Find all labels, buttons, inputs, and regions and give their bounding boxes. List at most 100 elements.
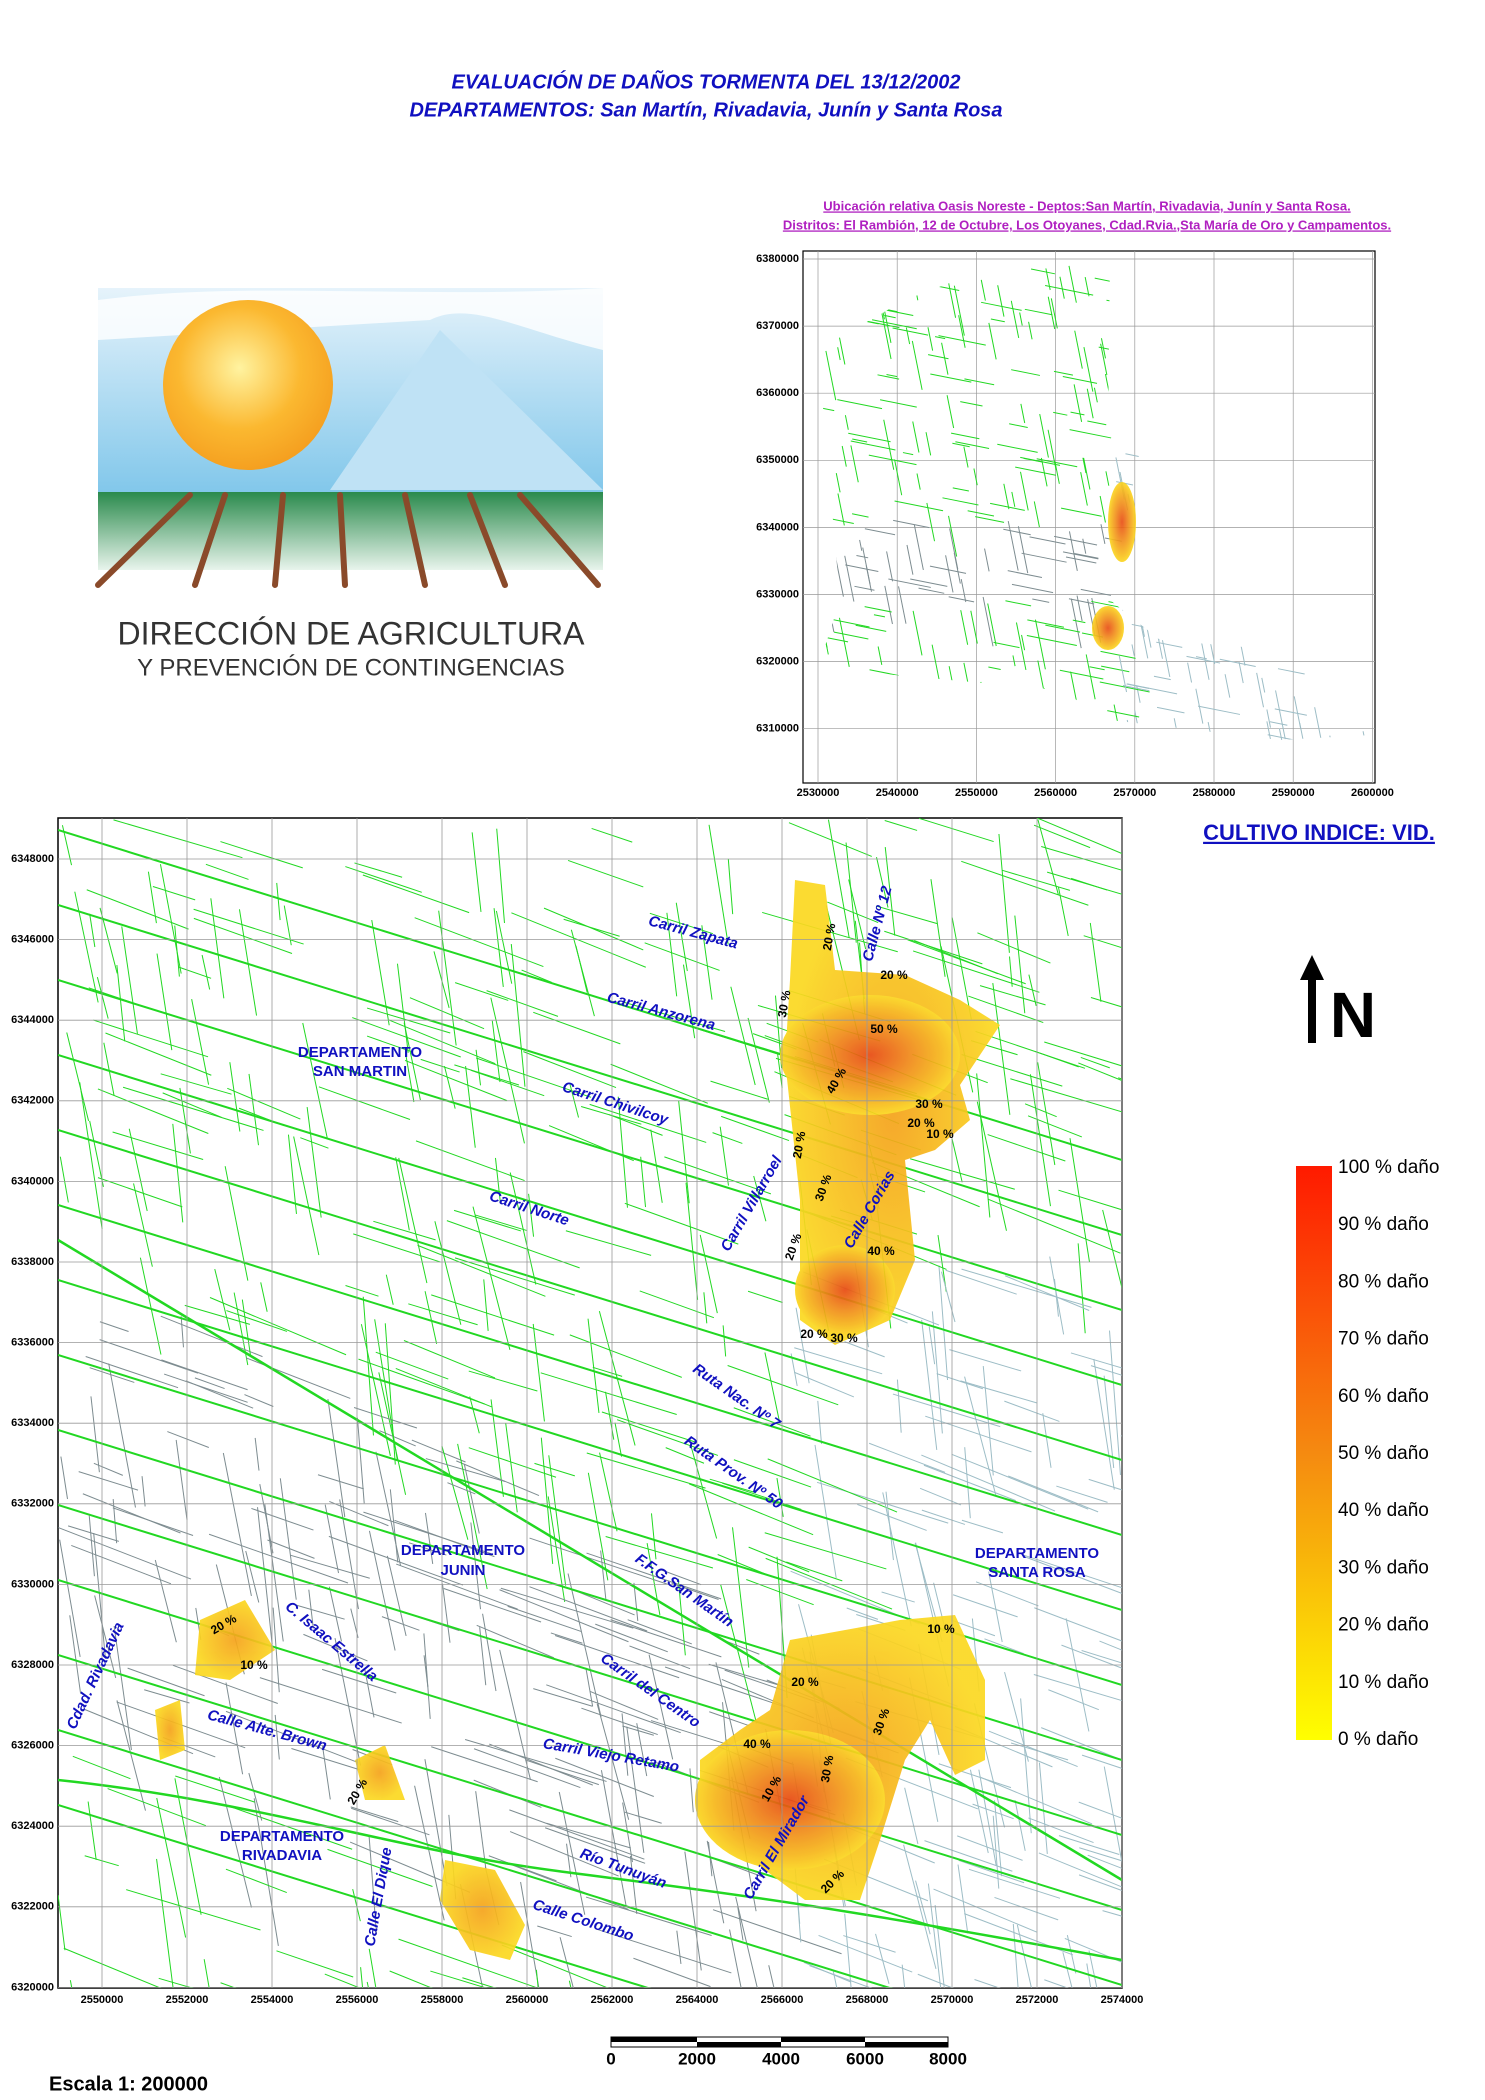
road (97, 1088, 209, 1134)
road (398, 1938, 537, 1988)
road (1078, 1874, 1122, 1892)
road (1371, 328, 1372, 338)
north-label: N (1330, 979, 1376, 1051)
road (225, 1710, 358, 1763)
road (910, 1158, 1015, 1190)
road (952, 442, 970, 448)
road (910, 578, 948, 587)
road (862, 547, 871, 585)
road (665, 1447, 705, 1464)
road (1015, 466, 1056, 476)
road (934, 336, 946, 340)
road (1173, 718, 1184, 740)
road (585, 1896, 712, 1937)
road (244, 1394, 274, 1407)
road (468, 1370, 538, 1392)
road (659, 1568, 702, 1586)
road (627, 1619, 692, 1645)
road (1056, 1485, 1108, 1503)
road (610, 1619, 722, 1658)
road (565, 1230, 652, 1256)
road (154, 1559, 177, 1643)
road (872, 319, 917, 330)
road (818, 1934, 913, 1973)
road (534, 1462, 575, 1477)
road (605, 1536, 714, 1569)
road (733, 1459, 812, 1488)
road (535, 1969, 539, 1988)
road (843, 1935, 896, 1953)
road (1037, 1062, 1056, 1166)
road (884, 585, 893, 625)
road (912, 950, 1040, 993)
road (844, 1913, 852, 1988)
road (112, 1131, 204, 1161)
road (89, 1367, 135, 1383)
road (988, 322, 997, 360)
road (368, 1835, 378, 1935)
road (409, 1542, 447, 1556)
road (1011, 583, 1054, 594)
road (1011, 491, 1016, 507)
road (1081, 1650, 1122, 1664)
road (622, 1725, 654, 1736)
road (454, 1257, 575, 1296)
road (712, 1909, 842, 1955)
road (529, 1586, 648, 1632)
road (967, 510, 995, 517)
road (194, 1377, 225, 1390)
road (832, 1971, 838, 1988)
road (589, 1690, 659, 1720)
scale-text: Escala 1: 200000 (49, 2073, 208, 2095)
road (1086, 1963, 1092, 1988)
x-tick-label: 2600000 (1351, 787, 1394, 799)
road (1029, 1074, 1051, 1207)
road (225, 1682, 244, 1775)
road (493, 908, 504, 987)
road (525, 1759, 599, 1786)
road (945, 1269, 1017, 1295)
road (60, 1456, 69, 1500)
road (175, 1439, 188, 1520)
road (648, 1654, 674, 1760)
department-label: JUNIN (440, 1562, 485, 1579)
road (152, 885, 196, 901)
road (917, 1973, 955, 1988)
road (930, 373, 972, 383)
road (93, 1532, 106, 1659)
damage-label: 20 % (791, 1675, 819, 1689)
road (509, 1809, 645, 1860)
road (964, 1376, 997, 1496)
road (992, 982, 1011, 1115)
road (209, 1297, 347, 1356)
x-tick-label: 2568000 (846, 1994, 889, 2006)
road (568, 1980, 572, 1988)
road (417, 1244, 546, 1297)
road (941, 342, 949, 375)
legend-label: 80 % daño (1338, 1271, 1429, 1292)
road (141, 1476, 146, 1507)
road (888, 578, 931, 588)
road (99, 1321, 129, 1332)
road (1087, 420, 1107, 426)
road (709, 1478, 757, 1494)
road (225, 1868, 287, 1894)
road (1293, 696, 1302, 729)
road (1026, 634, 1077, 646)
department-label: DEPARTAMENTO (401, 1542, 526, 1559)
road (984, 1638, 1024, 1655)
y-tick-label: 6324000 (11, 1820, 54, 1832)
road (1045, 624, 1081, 633)
x-tick-label: 2570000 (931, 1994, 974, 2006)
road (960, 610, 969, 645)
road (1054, 462, 1060, 484)
road (948, 515, 958, 557)
road (685, 1182, 699, 1300)
road (837, 493, 845, 526)
road (727, 858, 734, 915)
road (546, 1684, 681, 1734)
x-tick-label: 2566000 (761, 1994, 804, 2006)
road (424, 1291, 438, 1345)
road (837, 399, 883, 410)
road (441, 1583, 451, 1643)
